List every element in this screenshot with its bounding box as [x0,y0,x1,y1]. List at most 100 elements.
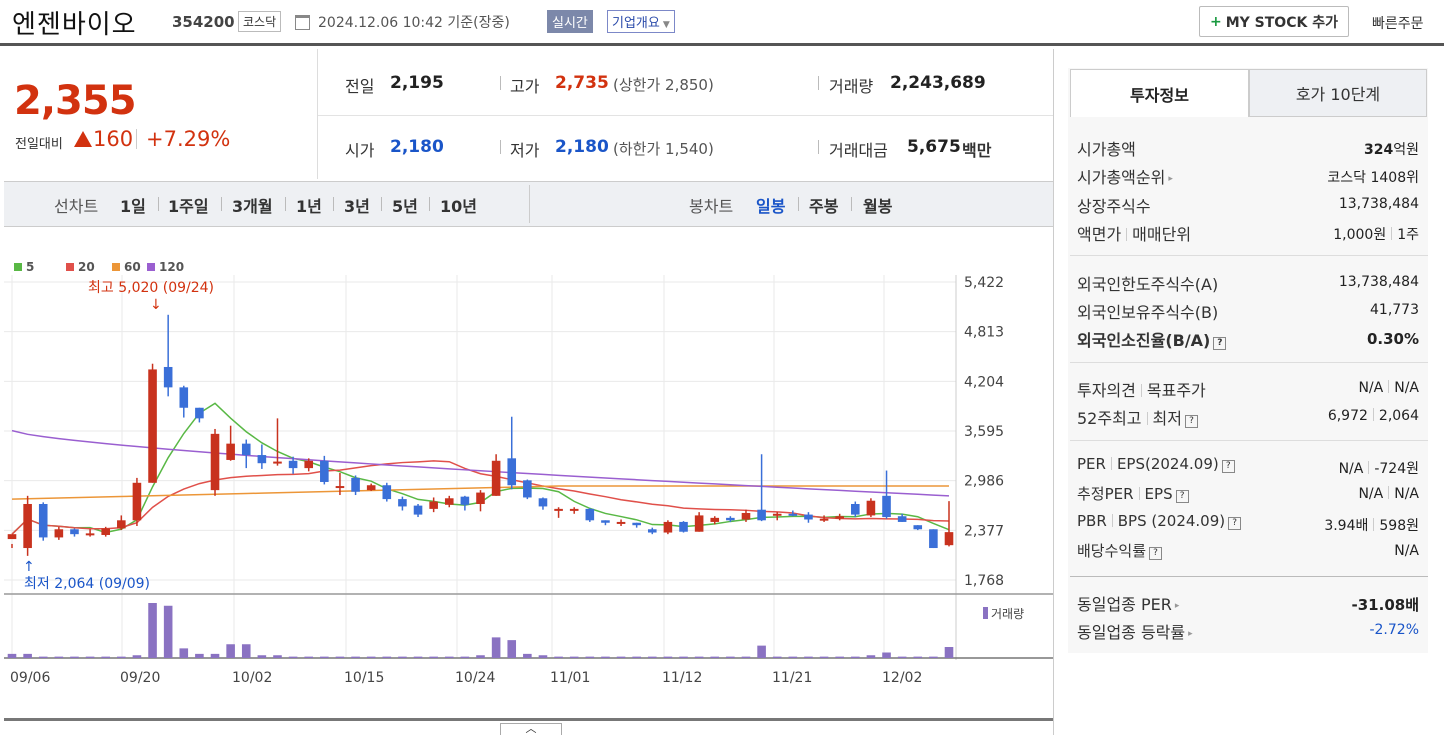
quick-order-link[interactable]: 빠른주문 [1372,16,1424,32]
change-amount: 160 [93,127,134,151]
high-value: 2,735 [555,73,609,93]
my-stock-add-button[interactable]: + MY STOCK 추가 [1199,6,1349,37]
candle-weekly[interactable]: 주봉 [809,197,839,216]
divider [333,197,334,211]
divider [500,76,501,90]
candle-body [882,495,891,518]
company-info-dropdown[interactable]: 기업개요 ▼ [607,10,675,33]
volume-bar [320,656,329,658]
volume-bar [398,656,407,658]
realtime-badge[interactable]: 실시간 [547,10,593,33]
per-value: N/A -724원 [1338,461,1419,477]
volume-bar [741,656,751,658]
arrow-down-icon: ↓ [150,297,162,313]
range-1d[interactable]: 1일 [120,197,146,216]
candle-body [507,458,517,486]
candle-chart-label: 봉차트 [689,197,734,216]
x-tick-label: 11/12 [662,670,702,686]
low-label: 저가 [510,141,540,160]
y-tick-label: 4,813 [964,325,1004,341]
candle-body [320,460,329,482]
arrow-up-icon: ↑ [23,559,35,575]
candle-body [585,508,595,521]
volume-bar [897,656,907,658]
candle-body [132,482,142,521]
candle-body [101,528,110,535]
volume-bar [23,653,32,658]
est-per-value: N/A N/A [1358,486,1419,502]
help-icon[interactable]: ? [1213,337,1227,350]
range-10y[interactable]: 10년 [440,197,477,216]
divider [1070,255,1428,256]
sector-per-link[interactable]: 동일업종 PER ▸ [1077,595,1180,614]
divider [381,197,382,211]
range-1w[interactable]: 1주일 [168,197,209,216]
current-price: 2,355 [14,78,137,124]
stock-code: 354200 [172,13,235,31]
candle-body [444,498,454,505]
volume-legend-swatch [983,607,988,619]
candle-body [538,498,548,507]
tab-order-book[interactable]: 호가 10단계 [1249,69,1427,117]
x-tick-label: 10/02 [232,670,272,686]
candle-body [897,516,907,522]
y-tick-label: 1,768 [964,573,1004,589]
trade-value-label: 거래대금 [829,141,888,160]
candle-body [663,521,673,533]
volume-legend-label: 거래량 [991,607,1024,621]
volume-value: 2,243,689 [890,73,986,93]
volume-bar [601,656,610,658]
divider [429,197,430,211]
open-label: 시가 [345,141,375,160]
range-3m[interactable]: 3개월 [232,197,273,216]
chart-collapse-handle[interactable]: ︿ [500,723,562,735]
help-icon[interactable]: ? [1228,517,1242,530]
volume-bar [647,656,657,658]
legend-label: 20 [78,260,95,274]
low-annotation: 최저 2,064 (09/09) [24,576,150,592]
range-1y[interactable]: 1년 [296,197,322,216]
sector-change-link[interactable]: 동일업종 등락률 ▸ [1077,623,1193,642]
volume-bar [663,656,673,658]
volume-bar [382,656,392,658]
help-icon[interactable]: ? [1149,547,1163,560]
foreign-hold: 41,773 [1370,302,1419,318]
low-value: 2,180 [555,137,609,157]
open-value: 2,180 [390,137,444,157]
volume-bar [179,648,189,658]
legend-swatch [66,263,74,271]
candle-monthly[interactable]: 월봉 [863,197,893,216]
candle-daily[interactable]: 일봉 [756,197,786,216]
candle-body [195,407,204,419]
volume-bar [54,656,64,658]
sector-change: -2.72% [1369,622,1419,638]
candle-body [273,461,282,464]
volume-bar [694,656,704,658]
help-icon[interactable]: ? [1175,490,1189,503]
candle-body [54,529,64,538]
volume-bar [195,653,204,658]
change-label: 전일대비 [15,137,63,152]
tab-investment-info[interactable]: 투자정보 [1070,69,1249,117]
x-tick-label: 10/24 [455,670,495,686]
price-chart[interactable]: 5,422 4,813 4,204 3,595 2,986 2,377 1,768 5 20 60… [4,245,1053,715]
range-5y[interactable]: 5년 [392,197,418,216]
help-icon[interactable]: ? [1221,460,1235,473]
divider [1070,440,1428,441]
market-cap-rank-link[interactable]: 시가총액순위 ▸ [1077,168,1173,187]
volume-bar [476,655,485,658]
volume-bar [304,656,314,658]
candle-body [288,460,298,469]
divider [221,197,222,211]
candle-body [7,534,17,540]
divider [136,129,137,149]
candle-body [304,460,314,469]
chevron-right-icon: ▸ [1174,601,1180,611]
help-icon[interactable]: ? [1184,415,1198,428]
calendar-icon [295,15,310,30]
candle-body [366,485,376,491]
opinion-value: N/A N/A [1358,380,1419,396]
volume-bar [710,656,720,658]
volume-bar [101,656,110,658]
range-3y[interactable]: 3년 [344,197,370,216]
